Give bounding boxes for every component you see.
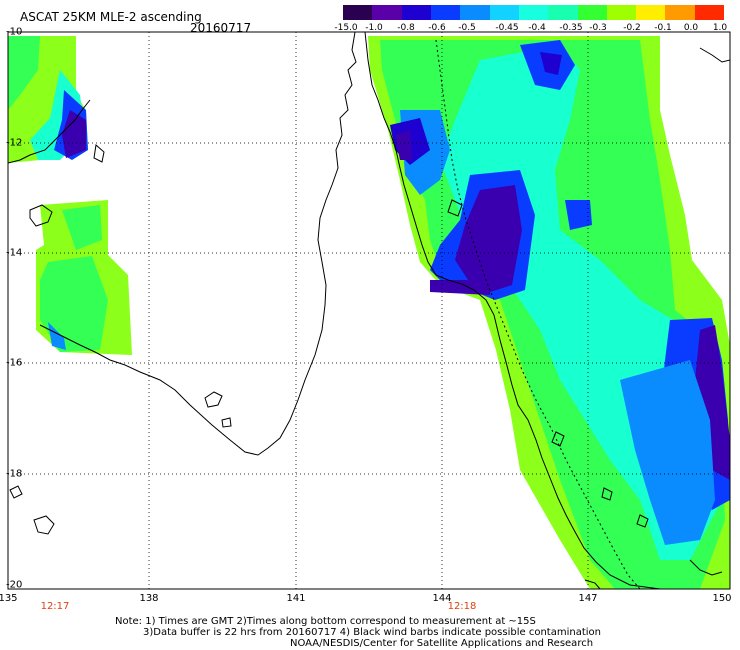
colorbar-label: -0.3 (589, 23, 607, 33)
lat-label: -12 (6, 137, 23, 149)
lon-label: 141 (286, 593, 306, 604)
map-title: ASCAT 25KM MLE-2 ascending (20, 10, 202, 24)
colorbar-swatch-12 (665, 5, 695, 20)
lon-label: 150 (712, 593, 732, 604)
plot-frame (7, 31, 731, 590)
lon-label: 144 (432, 593, 452, 604)
colorbar-swatch-9 (577, 5, 607, 20)
lat-label: -14 (6, 247, 23, 259)
colorbar-swatch-5 (460, 5, 490, 20)
lat-label: -10 (6, 26, 23, 38)
footnote-line-2: 3)Data buffer is 22 hrs from 20160717 4)… (143, 627, 601, 638)
colorbar-label: 0.0 (683, 23, 699, 33)
footnote-line-3: NOAA/NESDIS/Center for Satellite Applica… (290, 638, 594, 649)
colorbar-label: -0.45 (495, 23, 519, 33)
colorbar-label: -0.6 (428, 23, 446, 33)
lon-label: 135 (0, 593, 18, 604)
colorbar-swatch-7 (518, 5, 549, 20)
colorbar-labels: -15.0 -1.0 -0.8 -0.6 -0.5 -0.45 -0.4 -0.… (330, 23, 730, 37)
colorbar-swatch-3 (401, 5, 431, 20)
data-swath-east (368, 36, 730, 589)
colorbar-label: -0.1 (654, 23, 672, 33)
lon-label: 147 (578, 593, 598, 604)
coastline (8, 32, 730, 589)
lat-label: -18 (6, 468, 23, 480)
colorbar-swatch-2 (372, 5, 402, 20)
colorbar-swatch-13 (694, 5, 725, 20)
colorbar-label: 1.0 (712, 23, 728, 33)
colorbar-swatch-1 (343, 5, 373, 20)
colorbar-label: -0.35 (559, 23, 583, 33)
colorbar (343, 5, 725, 20)
grid-lines (8, 32, 730, 589)
colorbar-swatch-11 (636, 5, 666, 20)
colorbar-label: -1.0 (365, 23, 383, 33)
pass-time-label: 12:18 (447, 601, 477, 612)
colorbar-label: -0.2 (623, 23, 641, 33)
colorbar-swatch-4 (430, 5, 461, 20)
colorbar-swatch-6 (489, 5, 519, 20)
pass-time-label: 12:17 (40, 601, 70, 612)
reef-outline (435, 39, 641, 589)
colorbar-label: -15.0 (334, 23, 358, 33)
lat-label: -16 (6, 357, 23, 369)
lat-label: -20 (6, 579, 23, 591)
colorbar-label: -0.8 (397, 23, 415, 33)
colorbar-label: -0.4 (528, 23, 546, 33)
lon-label: 138 (139, 593, 159, 604)
data-swath-west (8, 36, 132, 355)
colorbar-swatch-8 (548, 5, 578, 20)
colorbar-swatch-10 (606, 5, 637, 20)
colorbar-label: -0.5 (458, 23, 476, 33)
footnote-line-1: Note: 1) Times are GMT 2)Times along bot… (115, 616, 536, 627)
